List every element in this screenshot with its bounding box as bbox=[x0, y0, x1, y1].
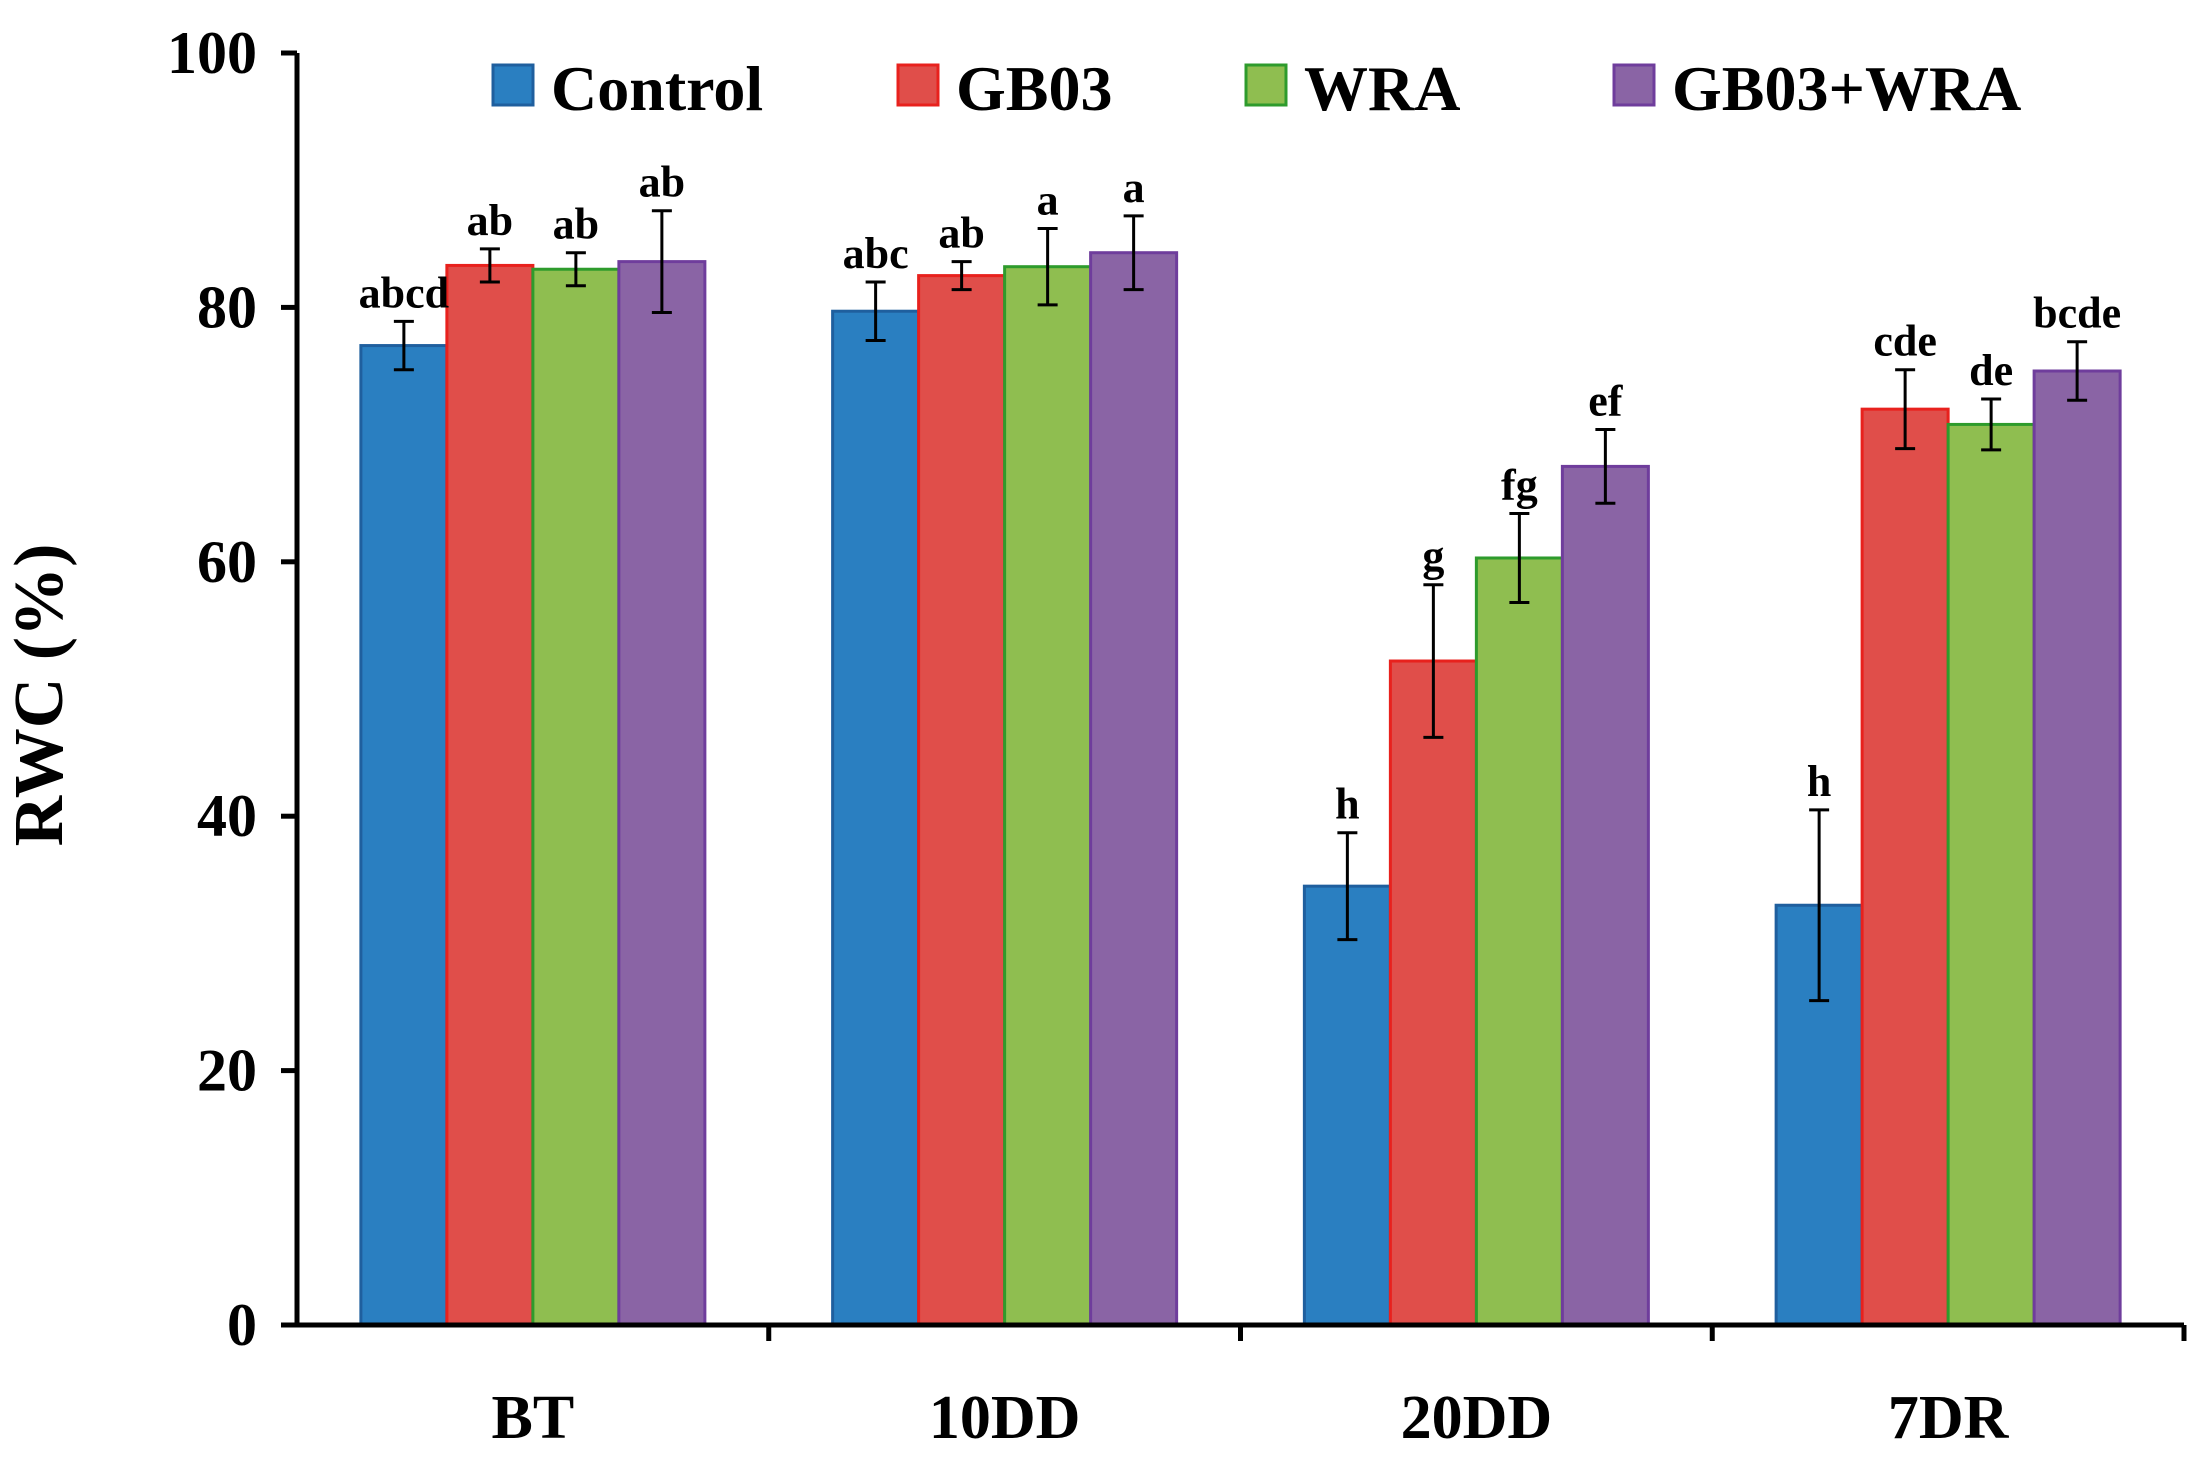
error-bar bbox=[1809, 808, 1830, 1003]
bar-bt-gb03-wra bbox=[617, 260, 707, 1327]
significance-letter: h bbox=[1335, 780, 1359, 829]
significance-letter: ab bbox=[553, 200, 599, 249]
error-bar bbox=[951, 260, 972, 292]
bar-10dd-gb03 bbox=[917, 274, 1007, 1327]
y-axis-title: RWC (%) bbox=[1, 544, 78, 847]
legend-label: WRA bbox=[1304, 53, 1460, 124]
y-tick-label: 80 bbox=[197, 274, 257, 340]
significance-letter: g bbox=[1422, 532, 1444, 581]
significance-letter: a bbox=[1123, 163, 1145, 212]
significance-letter: ab bbox=[639, 158, 685, 207]
legend-swatch bbox=[491, 63, 535, 107]
legend-item-wra: WRA bbox=[1244, 53, 1460, 124]
error-bar bbox=[865, 280, 886, 342]
bar-7dr-gb03-wra bbox=[2032, 369, 2122, 1327]
error-bar bbox=[1895, 368, 1916, 451]
legend-swatch bbox=[896, 63, 940, 107]
bar-10dd-wra bbox=[1003, 265, 1093, 1327]
bar-10dd-control bbox=[831, 309, 921, 1327]
y-tick-label: 60 bbox=[197, 529, 257, 595]
bar-7dr-wra bbox=[1946, 422, 2036, 1327]
error-bar bbox=[1337, 831, 1358, 942]
error-bars bbox=[393, 209, 2088, 1003]
significance-letter: ab bbox=[467, 196, 513, 245]
bar-10dd-gb03-wra bbox=[1089, 251, 1179, 1327]
error-bar bbox=[1037, 227, 1058, 307]
legend-swatch bbox=[1612, 63, 1656, 107]
error-bar bbox=[1423, 583, 1444, 739]
category-labels: BT 10DD 20DD 7DR bbox=[492, 1384, 2010, 1452]
error-bar bbox=[393, 319, 414, 372]
error-bar bbox=[1123, 214, 1144, 292]
bar-20dd-gb03-wra bbox=[1560, 464, 1650, 1327]
significance-letter: de bbox=[1969, 346, 2013, 395]
bars bbox=[359, 251, 2122, 1327]
y-tick-label: 20 bbox=[197, 1038, 257, 1104]
significance-letter: fg bbox=[1501, 460, 1538, 509]
error-bar bbox=[1595, 428, 1616, 505]
y-axis-ticks: 0 20 40 60 80 100 bbox=[167, 20, 297, 1358]
significance-letter: bcde bbox=[2033, 289, 2121, 338]
significance-letter: ab bbox=[938, 209, 984, 258]
bar-20dd-control bbox=[1302, 884, 1392, 1327]
y-tick-label: 100 bbox=[167, 20, 257, 86]
significance-letter: ef bbox=[1588, 377, 1624, 426]
category-label-20dd: 20DD bbox=[1401, 1384, 1553, 1452]
bar-7dr-gb03 bbox=[1860, 407, 1950, 1327]
bar-20dd-wra bbox=[1474, 556, 1564, 1327]
significance-letter: a bbox=[1037, 176, 1059, 225]
legend-item-control: Control bbox=[491, 53, 763, 124]
significance-letter: cde bbox=[1873, 317, 1937, 366]
significance-letter: abc bbox=[843, 229, 909, 278]
category-label-10dd: 10DD bbox=[929, 1384, 1081, 1452]
bar-bt-control bbox=[359, 344, 449, 1327]
y-tick-label: 0 bbox=[227, 1292, 257, 1358]
error-bar bbox=[479, 247, 500, 284]
error-bar bbox=[651, 209, 672, 314]
bar-bt-wra bbox=[531, 267, 621, 1327]
category-label-7dr: 7DR bbox=[1888, 1384, 2010, 1452]
error-bar bbox=[565, 251, 586, 288]
error-bar bbox=[2067, 340, 2088, 402]
significance-letter: abcd bbox=[359, 268, 449, 317]
bar-bt-gb03 bbox=[445, 263, 535, 1327]
legend-label: Control bbox=[551, 53, 763, 124]
legend-label: GB03 bbox=[956, 53, 1112, 124]
legend-label: GB03+WRA bbox=[1672, 53, 2021, 124]
legend-item-gb03: GB03 bbox=[896, 53, 1112, 124]
bar-20dd-gb03 bbox=[1388, 659, 1478, 1327]
category-label-bt: BT bbox=[492, 1384, 575, 1452]
y-tick-label: 40 bbox=[197, 783, 257, 849]
significance-letter: h bbox=[1807, 757, 1831, 806]
legend-item-gb03-wra: GB03+WRA bbox=[1612, 53, 2021, 124]
legend: Control GB03 WRA GB03+WRA bbox=[491, 53, 2021, 124]
error-bar bbox=[1981, 397, 2002, 452]
error-bar bbox=[1509, 511, 1530, 605]
legend-swatch bbox=[1244, 63, 1288, 107]
x-axis-ticks bbox=[766, 1325, 2187, 1341]
